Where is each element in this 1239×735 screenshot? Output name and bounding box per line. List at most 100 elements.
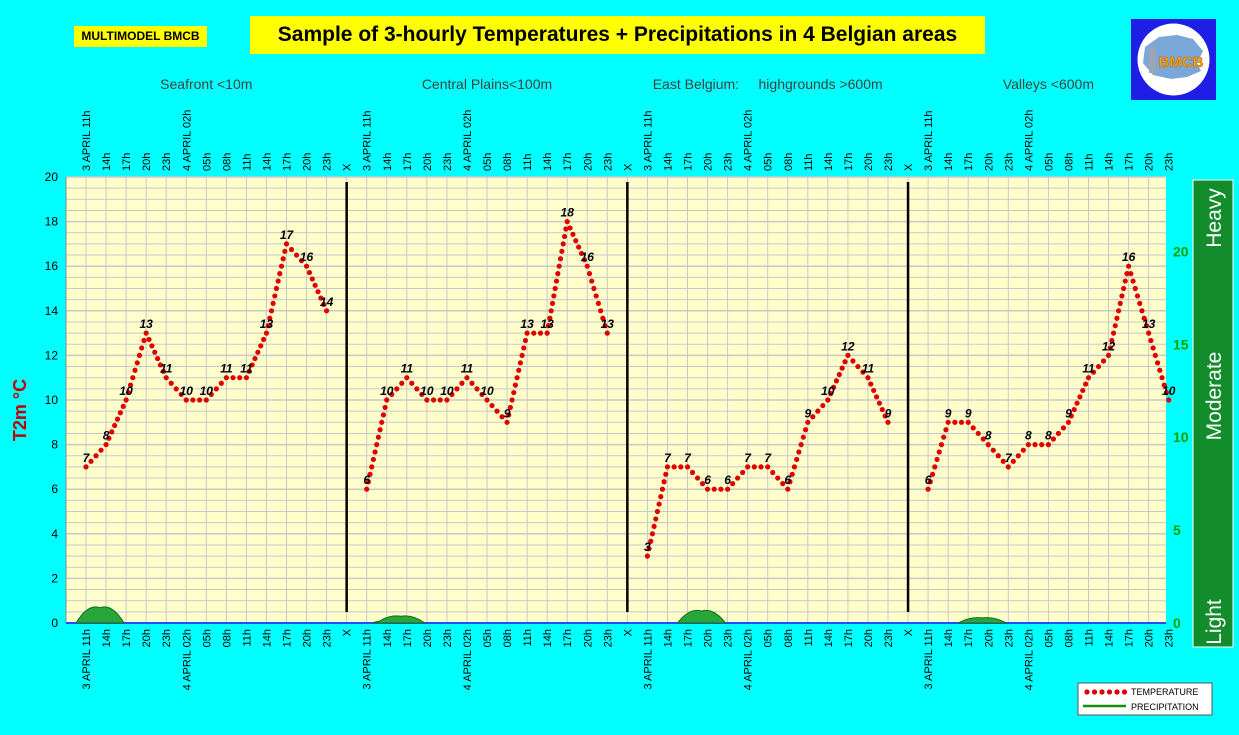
temperature-data-label: 18 — [561, 206, 575, 220]
temperature-dot — [479, 391, 485, 398]
temperature-dot — [958, 419, 965, 425]
legend-temperature-swatch — [1084, 689, 1090, 695]
temperature-dot — [1107, 345, 1113, 351]
x-tick-label-bottom: 23h — [1003, 629, 1015, 647]
x-tick-label-bottom: 11h — [241, 629, 253, 647]
temperature-dot — [559, 248, 565, 254]
legend-temperature-swatch — [1099, 689, 1105, 695]
temperature-dot — [663, 471, 669, 477]
y2-tick-label: 15 — [1173, 336, 1189, 352]
temperature-dot — [506, 412, 512, 418]
temperature-dot — [270, 300, 276, 306]
x-tick-label-top: 17h — [683, 153, 695, 171]
x-tick-label-top: 05h — [1043, 153, 1055, 171]
temperature-dot — [364, 486, 370, 492]
temperature-dot — [531, 330, 537, 336]
temperature-dot — [218, 380, 224, 386]
temperature-dot — [522, 337, 529, 344]
temperature-dot — [941, 434, 947, 440]
precipitation-band-panel: Light Moderate Heavy — [1192, 179, 1234, 648]
temperature-dot — [260, 336, 267, 343]
x-tick-label-top: 08h — [221, 153, 233, 171]
x-tick-label-top: 23h — [322, 153, 334, 171]
temperature-dot — [1134, 293, 1141, 299]
separator-label-top: X — [342, 163, 354, 171]
temperature-dot — [367, 471, 373, 477]
temperature-dot — [828, 391, 834, 397]
temperature-dot — [318, 295, 324, 301]
x-tick-label-top: 4 APRIL 02h — [743, 110, 755, 171]
temperature-dot — [564, 219, 570, 225]
temperature-dot — [671, 464, 677, 470]
temperature-dot — [375, 434, 381, 440]
temperature-dot — [567, 225, 573, 231]
x-tick-label-bottom: 20h — [582, 629, 594, 647]
legend-temperature-label: TEMPERATURE — [1131, 687, 1198, 697]
temperature-dot — [649, 531, 656, 537]
temperature-dot — [938, 442, 945, 448]
temperature-dot — [474, 386, 480, 392]
temperature-dot — [578, 250, 585, 257]
temperature-dot — [711, 486, 717, 492]
temperature-dot — [130, 375, 136, 381]
temperature-dot — [141, 337, 147, 344]
temperature-dot — [545, 323, 552, 329]
y-tick-label: 8 — [51, 438, 58, 452]
temperature-dot — [293, 252, 300, 258]
temperature-dot — [1112, 323, 1118, 329]
temperature-data-label: 11 — [862, 362, 875, 376]
legend-box — [1077, 682, 1213, 716]
x-tick-label-bottom: 14h — [382, 629, 394, 647]
temperature-dot — [945, 419, 951, 425]
temperature-dot — [648, 538, 654, 544]
temperature-dot — [1117, 300, 1123, 306]
temperature-dot — [689, 469, 696, 476]
temperature-dot — [850, 358, 856, 364]
x-tick-label-top: 3 APRIL 11h — [362, 110, 374, 171]
y-tick-label: 16 — [45, 259, 59, 273]
x-tick-label-top: 14h — [101, 153, 113, 171]
x-tick-label-bottom: 17h — [683, 629, 695, 647]
temperature-dot — [1050, 436, 1057, 442]
temperature-dot — [985, 442, 991, 448]
temperature-dot — [802, 427, 809, 433]
y2-tick-label: 5 — [1173, 522, 1181, 538]
x-tick-label-top: 05h — [763, 153, 775, 171]
precip-band-label-heavy: Heavy — [1203, 188, 1226, 248]
temperature-dot — [380, 412, 387, 418]
temperature-dot — [430, 397, 437, 403]
precipitation-mark — [957, 617, 1007, 624]
x-tick-label-bottom: 08h — [783, 629, 795, 647]
temperature-dot — [282, 248, 288, 254]
x-tick-label-top: 3 APRIL 11h — [642, 110, 654, 171]
temperature-dot — [791, 464, 798, 470]
temperature-dot — [267, 315, 273, 321]
temperature-data-label: 9 — [1065, 406, 1072, 420]
x-tick-label-bottom: 4 APRIL 02h — [743, 629, 755, 690]
temperature-dot — [1110, 330, 1117, 336]
temperature-dot — [514, 375, 520, 381]
temperature-dot — [197, 397, 203, 403]
temperature-dot — [573, 238, 579, 244]
temperature-dot — [132, 367, 138, 373]
x-tick-label-top: 14h — [943, 153, 955, 171]
temperature-data-label: 11 — [160, 362, 173, 376]
temperature-dot — [155, 355, 161, 362]
temperature-dot — [243, 375, 249, 381]
temperature-dot — [1080, 387, 1086, 394]
x-tick-label-bottom: 17h — [121, 629, 133, 647]
temperature-dot — [1000, 458, 1006, 464]
temperature-dot — [1137, 300, 1143, 306]
precip-band-label-moderate: Moderate — [1203, 352, 1226, 441]
temperature-dot — [246, 368, 252, 374]
temperature-dot — [511, 389, 517, 396]
temperature-dot — [183, 397, 189, 403]
temperature-dot — [980, 436, 986, 442]
temperature-dot — [280, 256, 286, 262]
temperature-dot — [494, 408, 500, 414]
temperature-dot — [120, 403, 126, 409]
temperature-dot — [454, 386, 460, 392]
temperature-data-label: 13 — [1142, 317, 1156, 331]
temperature-dot — [684, 464, 691, 470]
